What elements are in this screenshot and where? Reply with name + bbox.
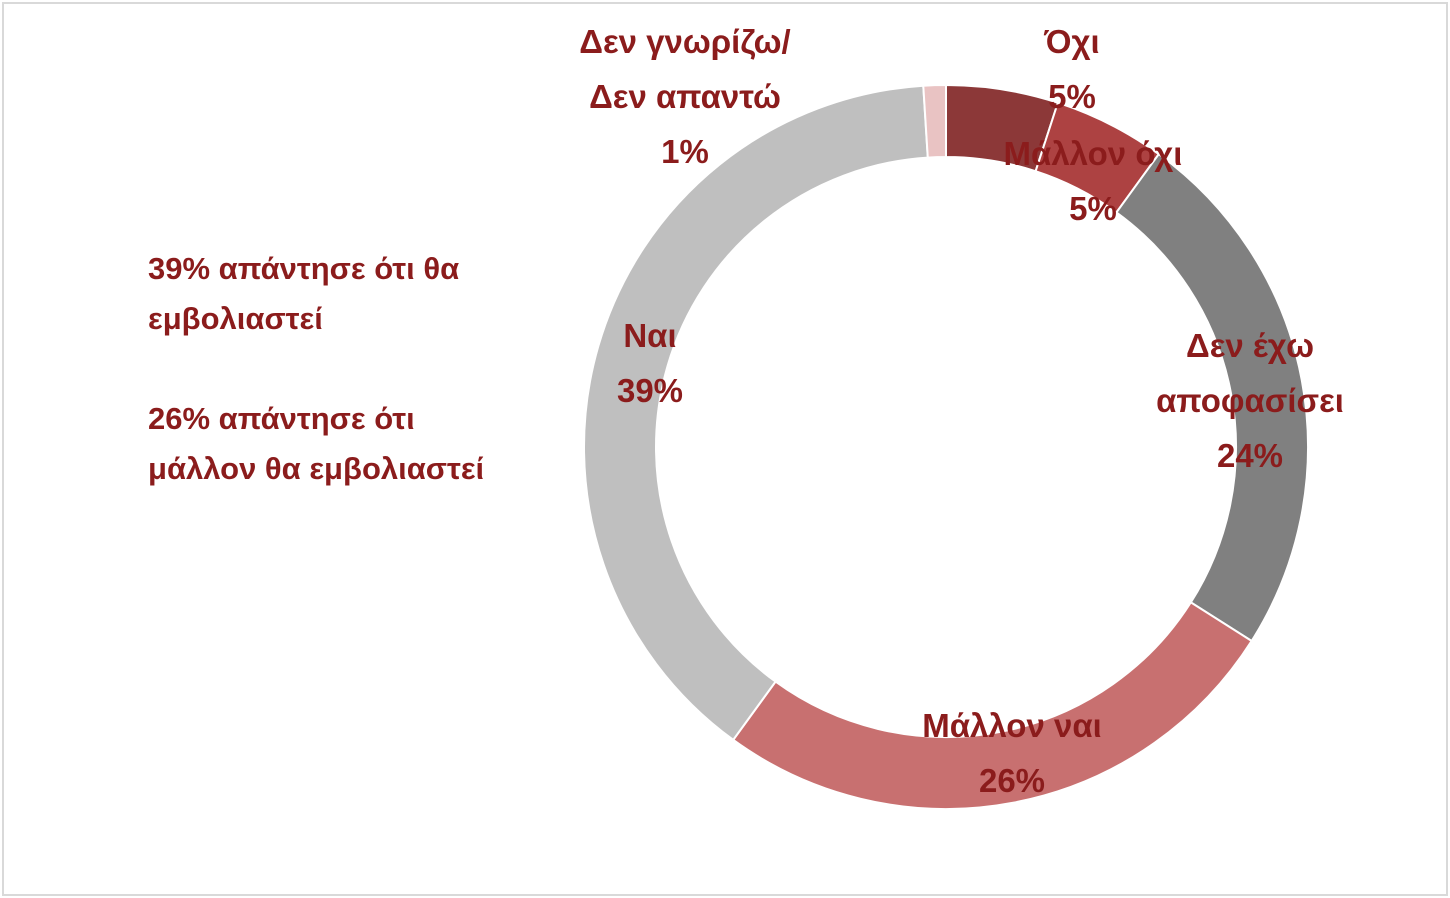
data-label: Δεν έχω αποφασίσει 24% [1125,318,1375,483]
annotation: 26% απάντησε ότι μάλλον θα εμβολιαστεί [148,401,485,486]
category-label: Δεν γνωρίζω/Δεν απαντώ [579,23,791,115]
donut-segment [583,84,929,742]
data-label: Μάλλον όχι 5% [1004,126,1183,236]
value-label: 1% [661,133,709,170]
value-label: 5% [1069,190,1117,227]
annotation: 39% απάντησε ότι θα εμβολιαστεί [148,251,460,336]
data-label: Όχι 5% [1044,14,1099,124]
category-label: Όχι [1044,23,1100,60]
data-label: Δεν γνωρίζω/Δεν απαντώ 1% [553,14,818,179]
donut-segment [922,83,947,159]
category-label: Μάλλον ναι [922,707,1102,744]
value-label: 5% [1048,78,1096,115]
category-label: Δεν έχω αποφασίσει [1156,327,1344,419]
value-label: 39% [616,372,684,409]
value-label: 24% [1216,437,1284,474]
data-label: Ναι 39% [617,308,683,418]
category-label: Ναι [623,317,677,354]
category-label: Μάλλον όχι [1003,135,1183,172]
data-label: Μάλλον ναι 26% [922,698,1102,808]
value-label: 26% [978,762,1046,799]
